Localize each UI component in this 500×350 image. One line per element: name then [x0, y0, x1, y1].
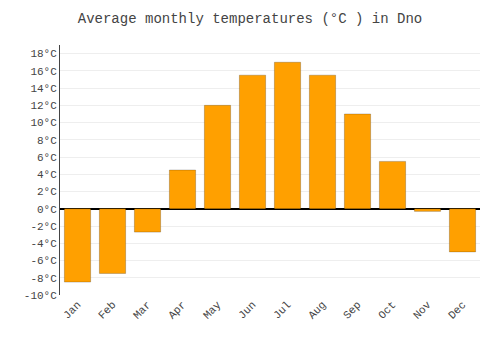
svg-text:14°C: 14°C	[30, 83, 57, 95]
svg-text:-8°C: -8°C	[30, 273, 57, 285]
svg-text:4°C: 4°C	[37, 169, 57, 181]
svg-text:2°C: 2°C	[37, 186, 57, 198]
svg-text:-6°C: -6°C	[30, 255, 57, 267]
svg-text:Jul: Jul	[271, 299, 293, 321]
svg-text:Feb: Feb	[96, 299, 118, 321]
svg-text:-10°C: -10°C	[24, 290, 57, 302]
svg-text:Jun: Jun	[236, 299, 258, 321]
svg-text:18°C: 18°C	[30, 48, 57, 60]
svg-text:Mar: Mar	[131, 299, 153, 321]
svg-text:Sep: Sep	[341, 299, 363, 321]
svg-text:Oct: Oct	[376, 299, 398, 321]
svg-text:0°C: 0°C	[37, 204, 57, 216]
svg-text:12°C: 12°C	[30, 100, 57, 112]
svg-text:-2°C: -2°C	[30, 221, 57, 233]
svg-text:Aug: Aug	[306, 299, 328, 321]
svg-text:Apr: Apr	[166, 299, 188, 321]
svg-text:-4°C: -4°C	[30, 238, 57, 250]
svg-text:Average monthly temperatures (: Average monthly temperatures (°C ) in Dn…	[78, 11, 422, 27]
svg-text:Jan: Jan	[61, 299, 83, 321]
svg-text:Dec: Dec	[446, 299, 468, 321]
svg-text:6°C: 6°C	[37, 152, 57, 164]
svg-text:10°C: 10°C	[30, 117, 57, 129]
svg-text:16°C: 16°C	[30, 66, 57, 78]
svg-text:May: May	[201, 299, 224, 322]
svg-text:Nov: Nov	[411, 299, 434, 322]
svg-text:8°C: 8°C	[37, 135, 57, 147]
